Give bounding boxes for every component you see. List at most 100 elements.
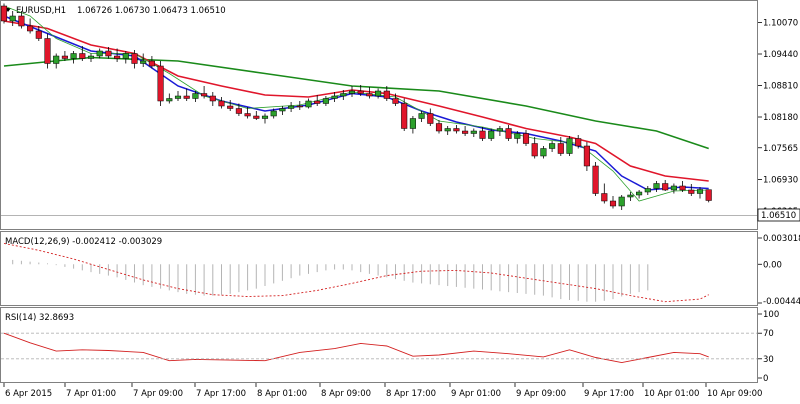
- candle: [114, 48, 121, 62]
- rsi-title: RSI(14) 32.8693: [5, 313, 74, 323]
- candle: [9, 11, 16, 26]
- candle: [383, 86, 390, 101]
- symbol-label: EURUSD,H1: [16, 6, 66, 16]
- macd-signal-line: [3, 242, 709, 303]
- candle: [61, 51, 68, 61]
- candle: [209, 92, 216, 106]
- candle: [148, 56, 155, 69]
- candle: [331, 92, 338, 102]
- ma-mid-line: [3, 20, 709, 182]
- price-tick-label: 1.08810: [763, 82, 798, 92]
- candle: [549, 141, 556, 152]
- candle: [27, 18, 34, 34]
- candle: [479, 127, 486, 141]
- candle: [566, 136, 573, 156]
- candle: [644, 186, 651, 195]
- candle: [453, 125, 460, 134]
- candle: [540, 146, 547, 159]
- candle: [392, 93, 399, 106]
- candle: [409, 116, 416, 134]
- macd-title: MACD(12,26,9) -0.002412 -0.003029: [5, 237, 162, 247]
- candle: [279, 106, 286, 115]
- candle: [444, 126, 451, 135]
- time-tick-label: 8 Apr 09:00: [321, 389, 371, 399]
- candle: [322, 96, 329, 106]
- candle: [662, 180, 669, 191]
- candle: [679, 181, 686, 192]
- candle: [44, 33, 51, 69]
- candle: [18, 11, 25, 29]
- candle: [35, 26, 42, 41]
- time-tick-label: 10 Apr 01:00: [644, 389, 699, 399]
- candle: [609, 196, 617, 209]
- last-price-label: 1.06510: [761, 211, 796, 221]
- candle: [488, 128, 495, 141]
- candle: [522, 130, 530, 146]
- candle: [244, 107, 251, 119]
- candle: [261, 113, 269, 124]
- time-tick-label: 7 Apr 09:00: [133, 389, 183, 399]
- candle: [70, 51, 77, 64]
- candle: [270, 108, 277, 119]
- price-tick-label: 1.08180: [763, 113, 798, 123]
- candle: [166, 93, 173, 104]
- candle: [296, 101, 303, 110]
- candle: [583, 142, 590, 171]
- candle: [348, 86, 356, 97]
- candle: [253, 111, 260, 120]
- candle: [105, 47, 112, 59]
- candle: [0, 3, 8, 24]
- price-tick-label: 1.09440: [763, 50, 798, 60]
- ma-fast-line: [3, 15, 709, 191]
- candle: [505, 125, 512, 141]
- candle: [496, 126, 503, 136]
- macd-histogram: [3, 242, 709, 303]
- candle: [305, 98, 312, 109]
- candle: [705, 189, 712, 203]
- price-panel-frame: [0, 0, 758, 230]
- candle: [557, 137, 564, 156]
- rsi-line: [3, 332, 709, 364]
- candle: [670, 183, 677, 194]
- time-tick-label: 9 Apr 09:00: [516, 389, 566, 399]
- macd-axis: 0.003018 0.00 -0.004449: [758, 234, 800, 307]
- candle: [462, 126, 469, 136]
- candle: [218, 97, 225, 109]
- candle: [235, 103, 242, 116]
- candle: [357, 85, 364, 96]
- candle: [183, 88, 190, 101]
- candle: [201, 86, 208, 99]
- candle: [192, 91, 199, 102]
- rsi-tick-label: 30: [763, 355, 774, 365]
- candle: [288, 102, 295, 112]
- time-tick-label: 6 Apr 2015: [5, 389, 52, 399]
- candle: [122, 51, 129, 64]
- candle: [435, 120, 443, 134]
- candle: [592, 162, 599, 196]
- rsi-tick-label: 70: [763, 329, 774, 339]
- candle: [696, 187, 704, 199]
- rsi-tick-label: 100: [763, 310, 779, 320]
- rsi-series-line: [3, 332, 709, 364]
- macd-tick-label: -0.004449: [763, 297, 800, 307]
- time-tick-label: 9 Apr 01:00: [451, 389, 501, 399]
- moving-averages: [3, 5, 709, 202]
- candle: [427, 108, 434, 126]
- candle: [375, 88, 382, 99]
- time-tick-label: 7 Apr 17:00: [196, 389, 246, 399]
- candle: [618, 195, 625, 210]
- price-axis: 1.10070 1.09440 1.08810 1.08180 1.07565 1.069…: [758, 19, 798, 217]
- candle: [174, 91, 182, 101]
- rsi-tick-label: 0: [763, 374, 768, 384]
- time-axis: 6 Apr 2015 7 Apr 01:00 7 Apr 09:00 7 Apr 17…: [3, 383, 762, 399]
- candle: [601, 183, 608, 204]
- time-tick-label: 8 Apr 01:00: [257, 389, 307, 399]
- macd-tick-label: 0.00: [763, 260, 782, 270]
- candle: [401, 98, 408, 131]
- rsi-panel-frame: [0, 307, 758, 383]
- candle: [653, 181, 660, 192]
- macd-tick-label: 0.003018: [763, 234, 800, 244]
- candle: [627, 192, 634, 201]
